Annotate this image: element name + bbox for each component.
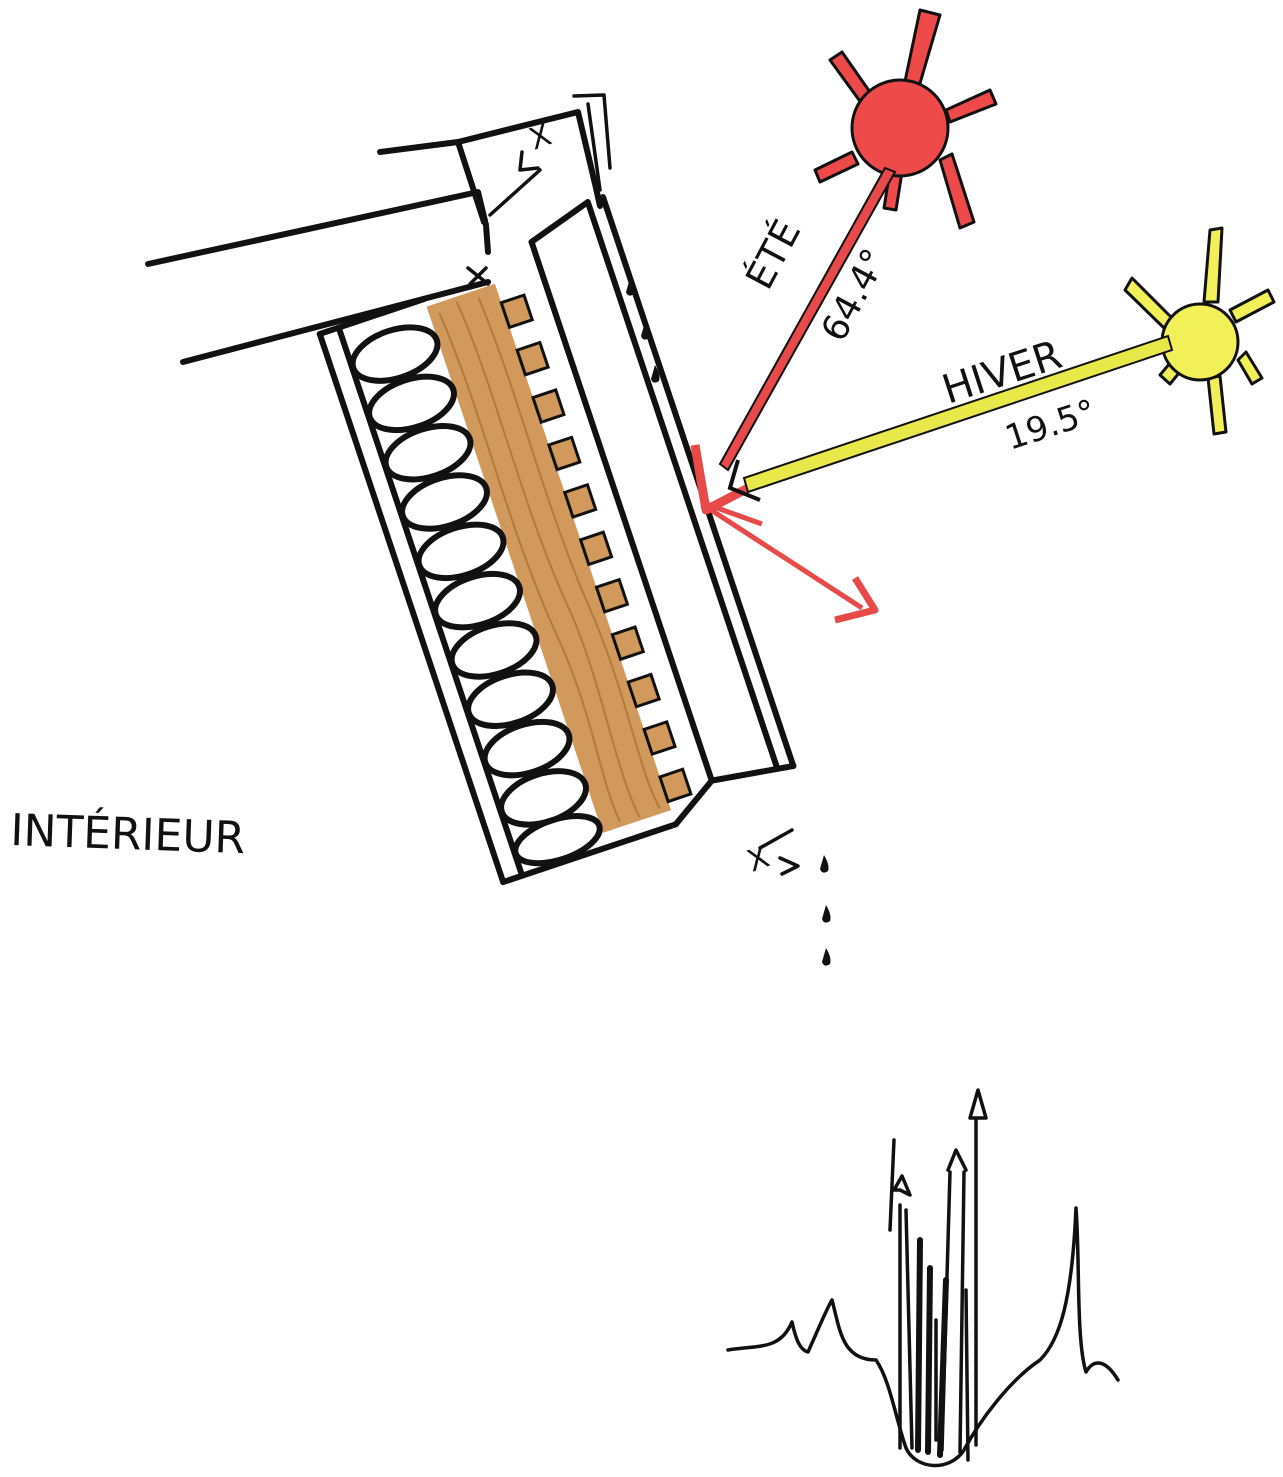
roof-slab — [145, 93, 612, 365]
droplet-icon — [626, 278, 831, 966]
summer-sun-icon — [813, 8, 998, 230]
flame-icon — [726, 1088, 1120, 1468]
winter-ray — [727, 334, 1174, 502]
gap-bottom-label: X — [743, 840, 774, 880]
gap-top-label: X — [525, 118, 556, 158]
wall-assembly — [316, 193, 797, 886]
summer-label: ÉTÉ — [737, 213, 809, 297]
summer-ray — [690, 166, 897, 624]
winter-sun-icon — [1123, 226, 1276, 436]
insulation — [349, 324, 603, 867]
gap-bottom-marker: X — [743, 828, 800, 880]
battens — [499, 293, 693, 804]
wood-panel — [426, 283, 672, 833]
wood-grain — [438, 297, 661, 823]
interior-label: INTÉRIEUR — [10, 803, 246, 864]
